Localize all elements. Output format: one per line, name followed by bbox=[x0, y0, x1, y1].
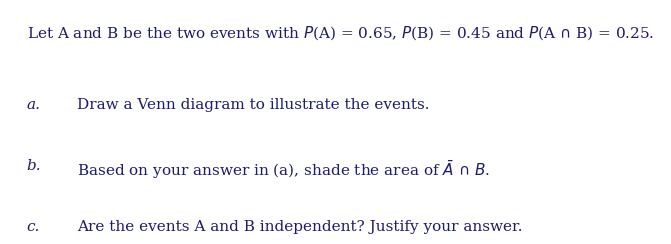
Text: Are the events A and B independent? Justify your answer.: Are the events A and B independent? Just… bbox=[77, 220, 523, 234]
Text: b.: b. bbox=[27, 159, 42, 173]
Text: c.: c. bbox=[27, 220, 40, 234]
Text: a.: a. bbox=[27, 98, 41, 112]
Text: Let A and B be the two events with $P$(A) = 0.65, $P$(B) = 0.45 and $P$(A $\cap$: Let A and B be the two events with $P$(A… bbox=[27, 24, 654, 42]
Text: Based on your answer in (a), shade the area of $\bar{A}$ $\cap$ $B$.: Based on your answer in (a), shade the a… bbox=[77, 159, 490, 181]
Text: Draw a Venn diagram to illustrate the events.: Draw a Venn diagram to illustrate the ev… bbox=[77, 98, 429, 112]
